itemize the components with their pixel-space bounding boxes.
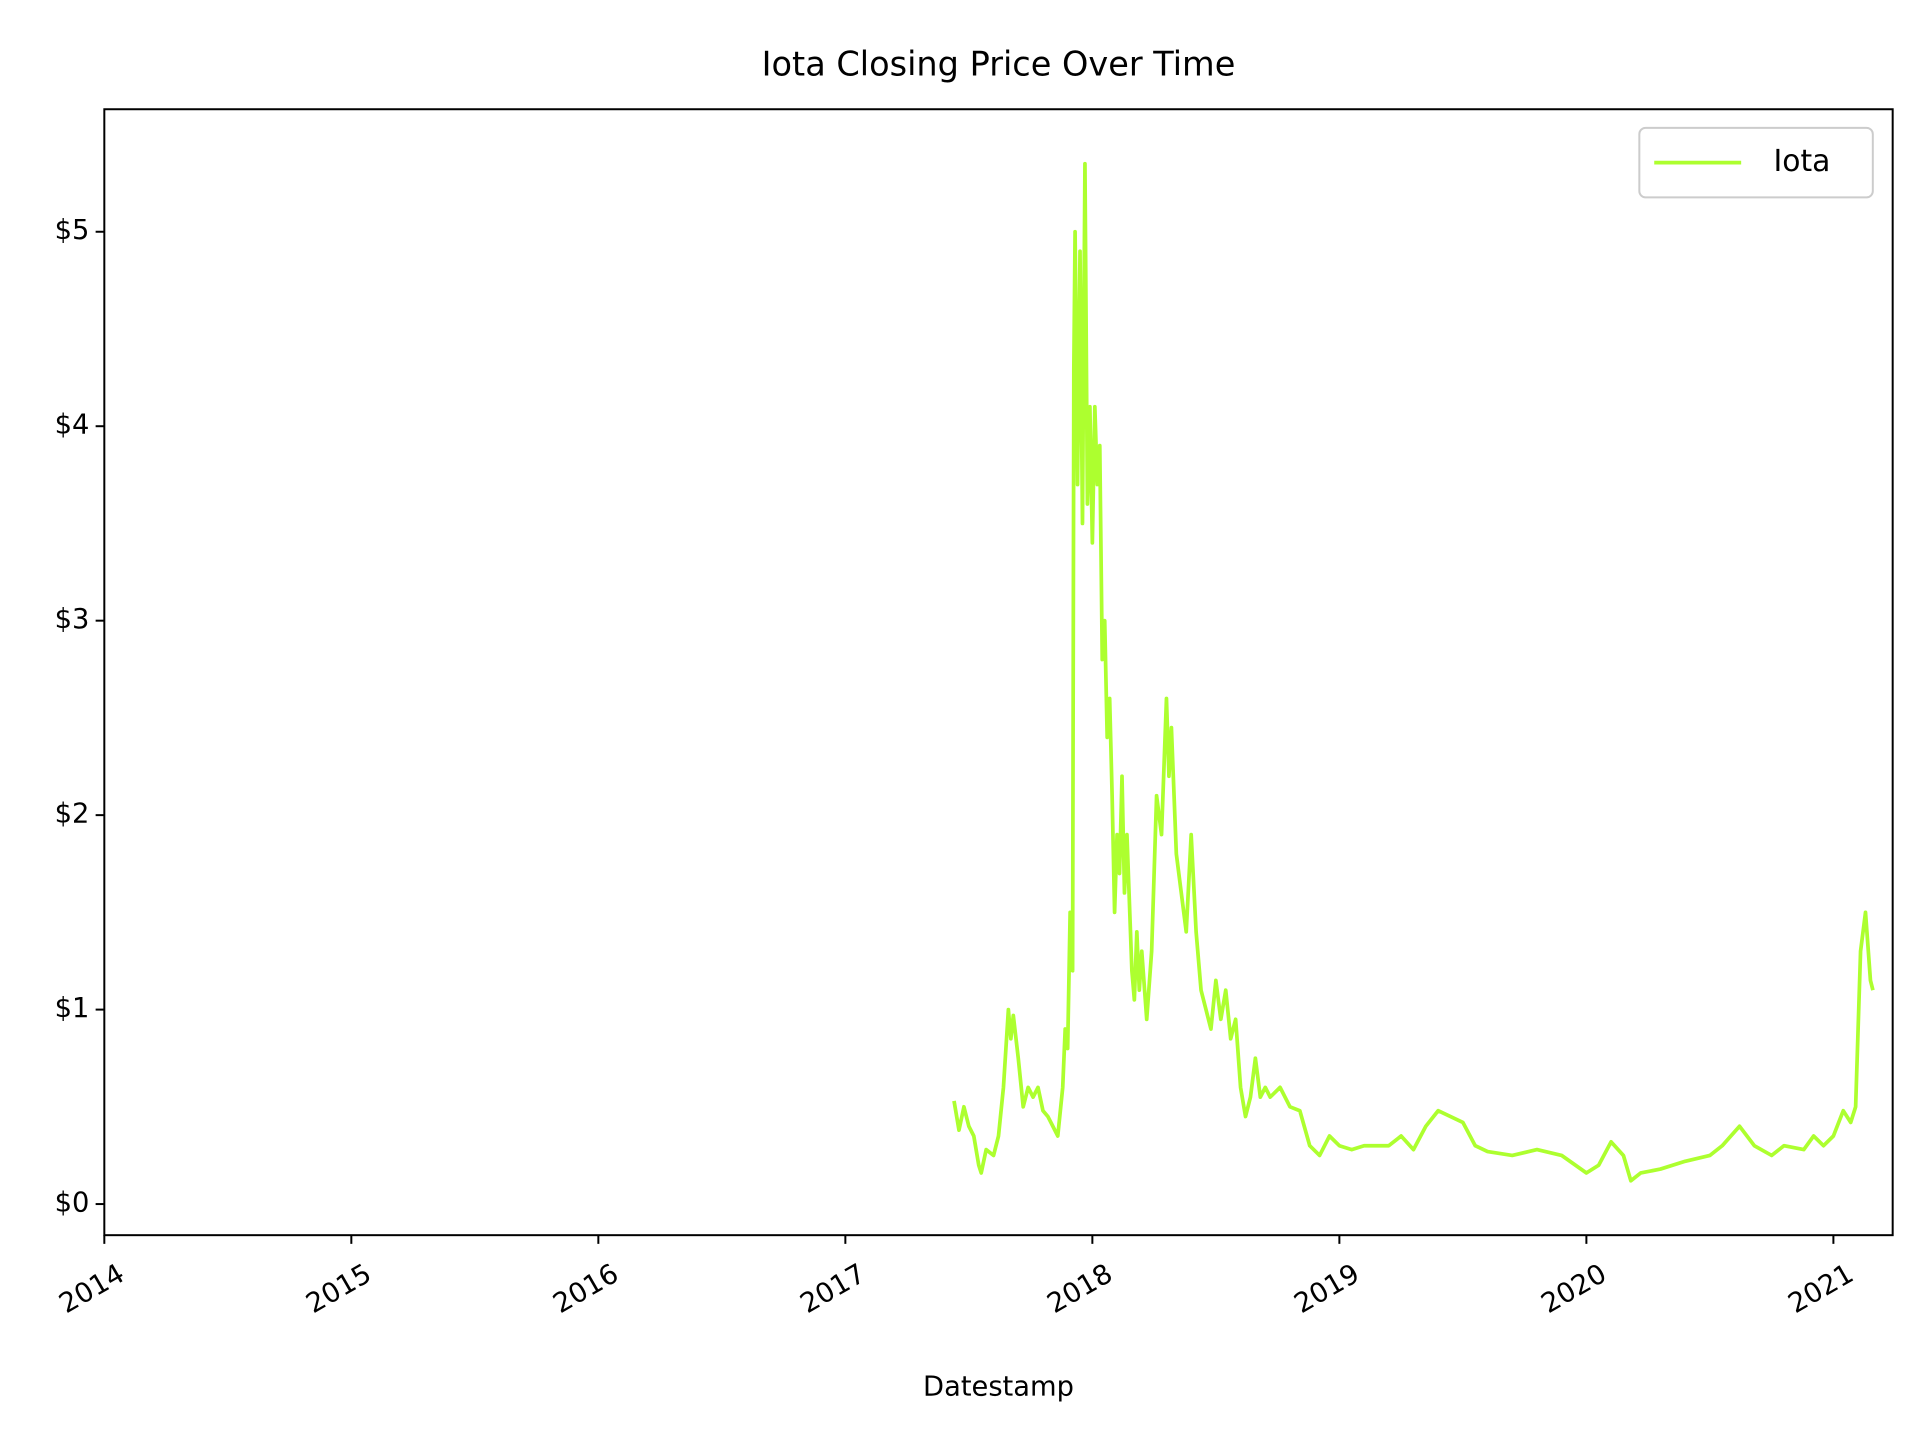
y-tick-label: $1 — [55, 993, 90, 1024]
x-tick-label: 2019 — [1289, 1258, 1365, 1320]
y-tick-label: $3 — [55, 604, 90, 635]
y-tick-label: $5 — [55, 215, 90, 246]
x-tick-label: 2016 — [548, 1258, 624, 1320]
line-series — [952, 161, 1875, 1183]
x-tick-label: 2015 — [301, 1258, 377, 1320]
legend-label: Iota — [1773, 144, 1830, 179]
chart-title: Iota Closing Price Over Time — [762, 44, 1236, 83]
x-axis-label: Datestamp — [923, 1371, 1074, 1402]
y-tick-label: $0 — [55, 1188, 90, 1219]
y-tick-label: $4 — [55, 410, 90, 441]
plot-frame — [103, 108, 1894, 1237]
y-tick-label: $2 — [55, 799, 90, 830]
x-tick-label: 2018 — [1042, 1258, 1118, 1320]
x-tick-label: 2020 — [1536, 1258, 1612, 1320]
legend-box — [1638, 126, 1874, 199]
x-tick-label: 2021 — [1783, 1258, 1859, 1320]
legend: Iota — [1638, 126, 1874, 199]
x-tick-label: 2014 — [54, 1258, 130, 1320]
x-tick-label: 2017 — [795, 1258, 871, 1320]
